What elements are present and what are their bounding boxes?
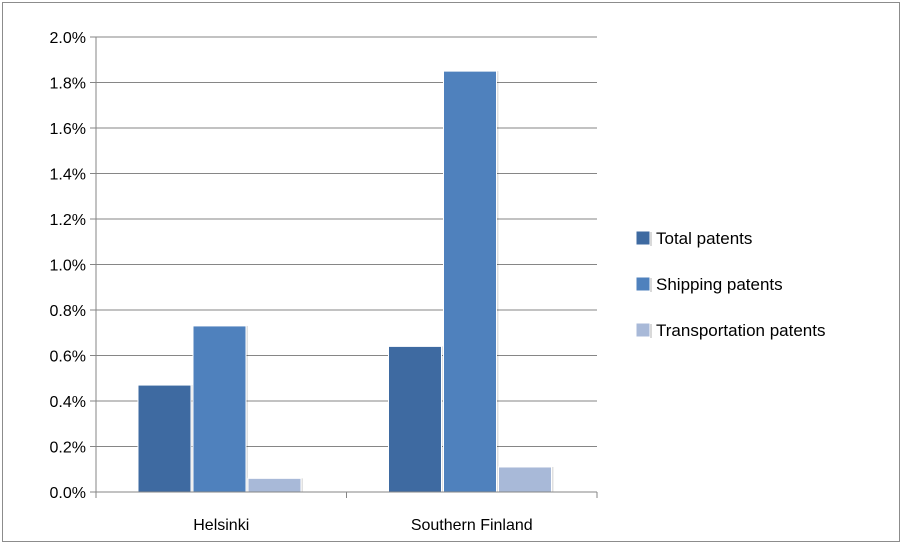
y-tick-label: 1.8% bbox=[50, 76, 86, 93]
y-tick-label: 1.6% bbox=[50, 121, 86, 138]
y-tick-label: 1.4% bbox=[50, 167, 86, 184]
y-tick-label: 0.2% bbox=[50, 440, 86, 457]
legend-swatch-shadow bbox=[650, 232, 652, 246]
legend-swatch bbox=[635, 230, 651, 246]
legend-swatch bbox=[635, 322, 651, 338]
legend: Total patents Shipping patents Transportat… bbox=[635, 229, 825, 340]
y-axis-ticks: 0.0% 0.2% 0.4% 0.6% 0.8% 1.0% 1.2% 1.4% 1.6% 1.8%… bbox=[50, 30, 96, 502]
bar bbox=[137, 384, 192, 493]
bar bbox=[247, 477, 302, 493]
bar bbox=[388, 345, 442, 493]
legend-label: Total patents bbox=[656, 229, 752, 248]
legend-swatch-shadow bbox=[650, 278, 652, 292]
bar bbox=[498, 466, 552, 493]
legend-label: Shipping patents bbox=[656, 275, 783, 294]
y-tick-label: 1.2% bbox=[50, 212, 86, 229]
y-tick-label: 1.0% bbox=[50, 258, 86, 275]
bar bbox=[192, 325, 247, 493]
y-tick-label: 0.6% bbox=[50, 349, 86, 366]
category-labels: Helsinki Southern Finland bbox=[193, 517, 532, 534]
legend-swatch bbox=[635, 276, 651, 292]
bars bbox=[137, 70, 554, 493]
axes bbox=[95, 37, 598, 498]
x-category-label: Southern Finland bbox=[411, 517, 533, 534]
y-tick-label: 0.8% bbox=[50, 303, 86, 320]
y-tick-label: 0.4% bbox=[50, 394, 86, 411]
legend-label: Transportation patents bbox=[656, 321, 825, 340]
x-category-label: Helsinki bbox=[193, 517, 249, 534]
bar bbox=[443, 70, 497, 493]
legend-swatch-shadow bbox=[650, 324, 652, 338]
y-tick-label: 2.0% bbox=[50, 30, 86, 47]
y-tick-label: 0.0% bbox=[50, 485, 86, 502]
